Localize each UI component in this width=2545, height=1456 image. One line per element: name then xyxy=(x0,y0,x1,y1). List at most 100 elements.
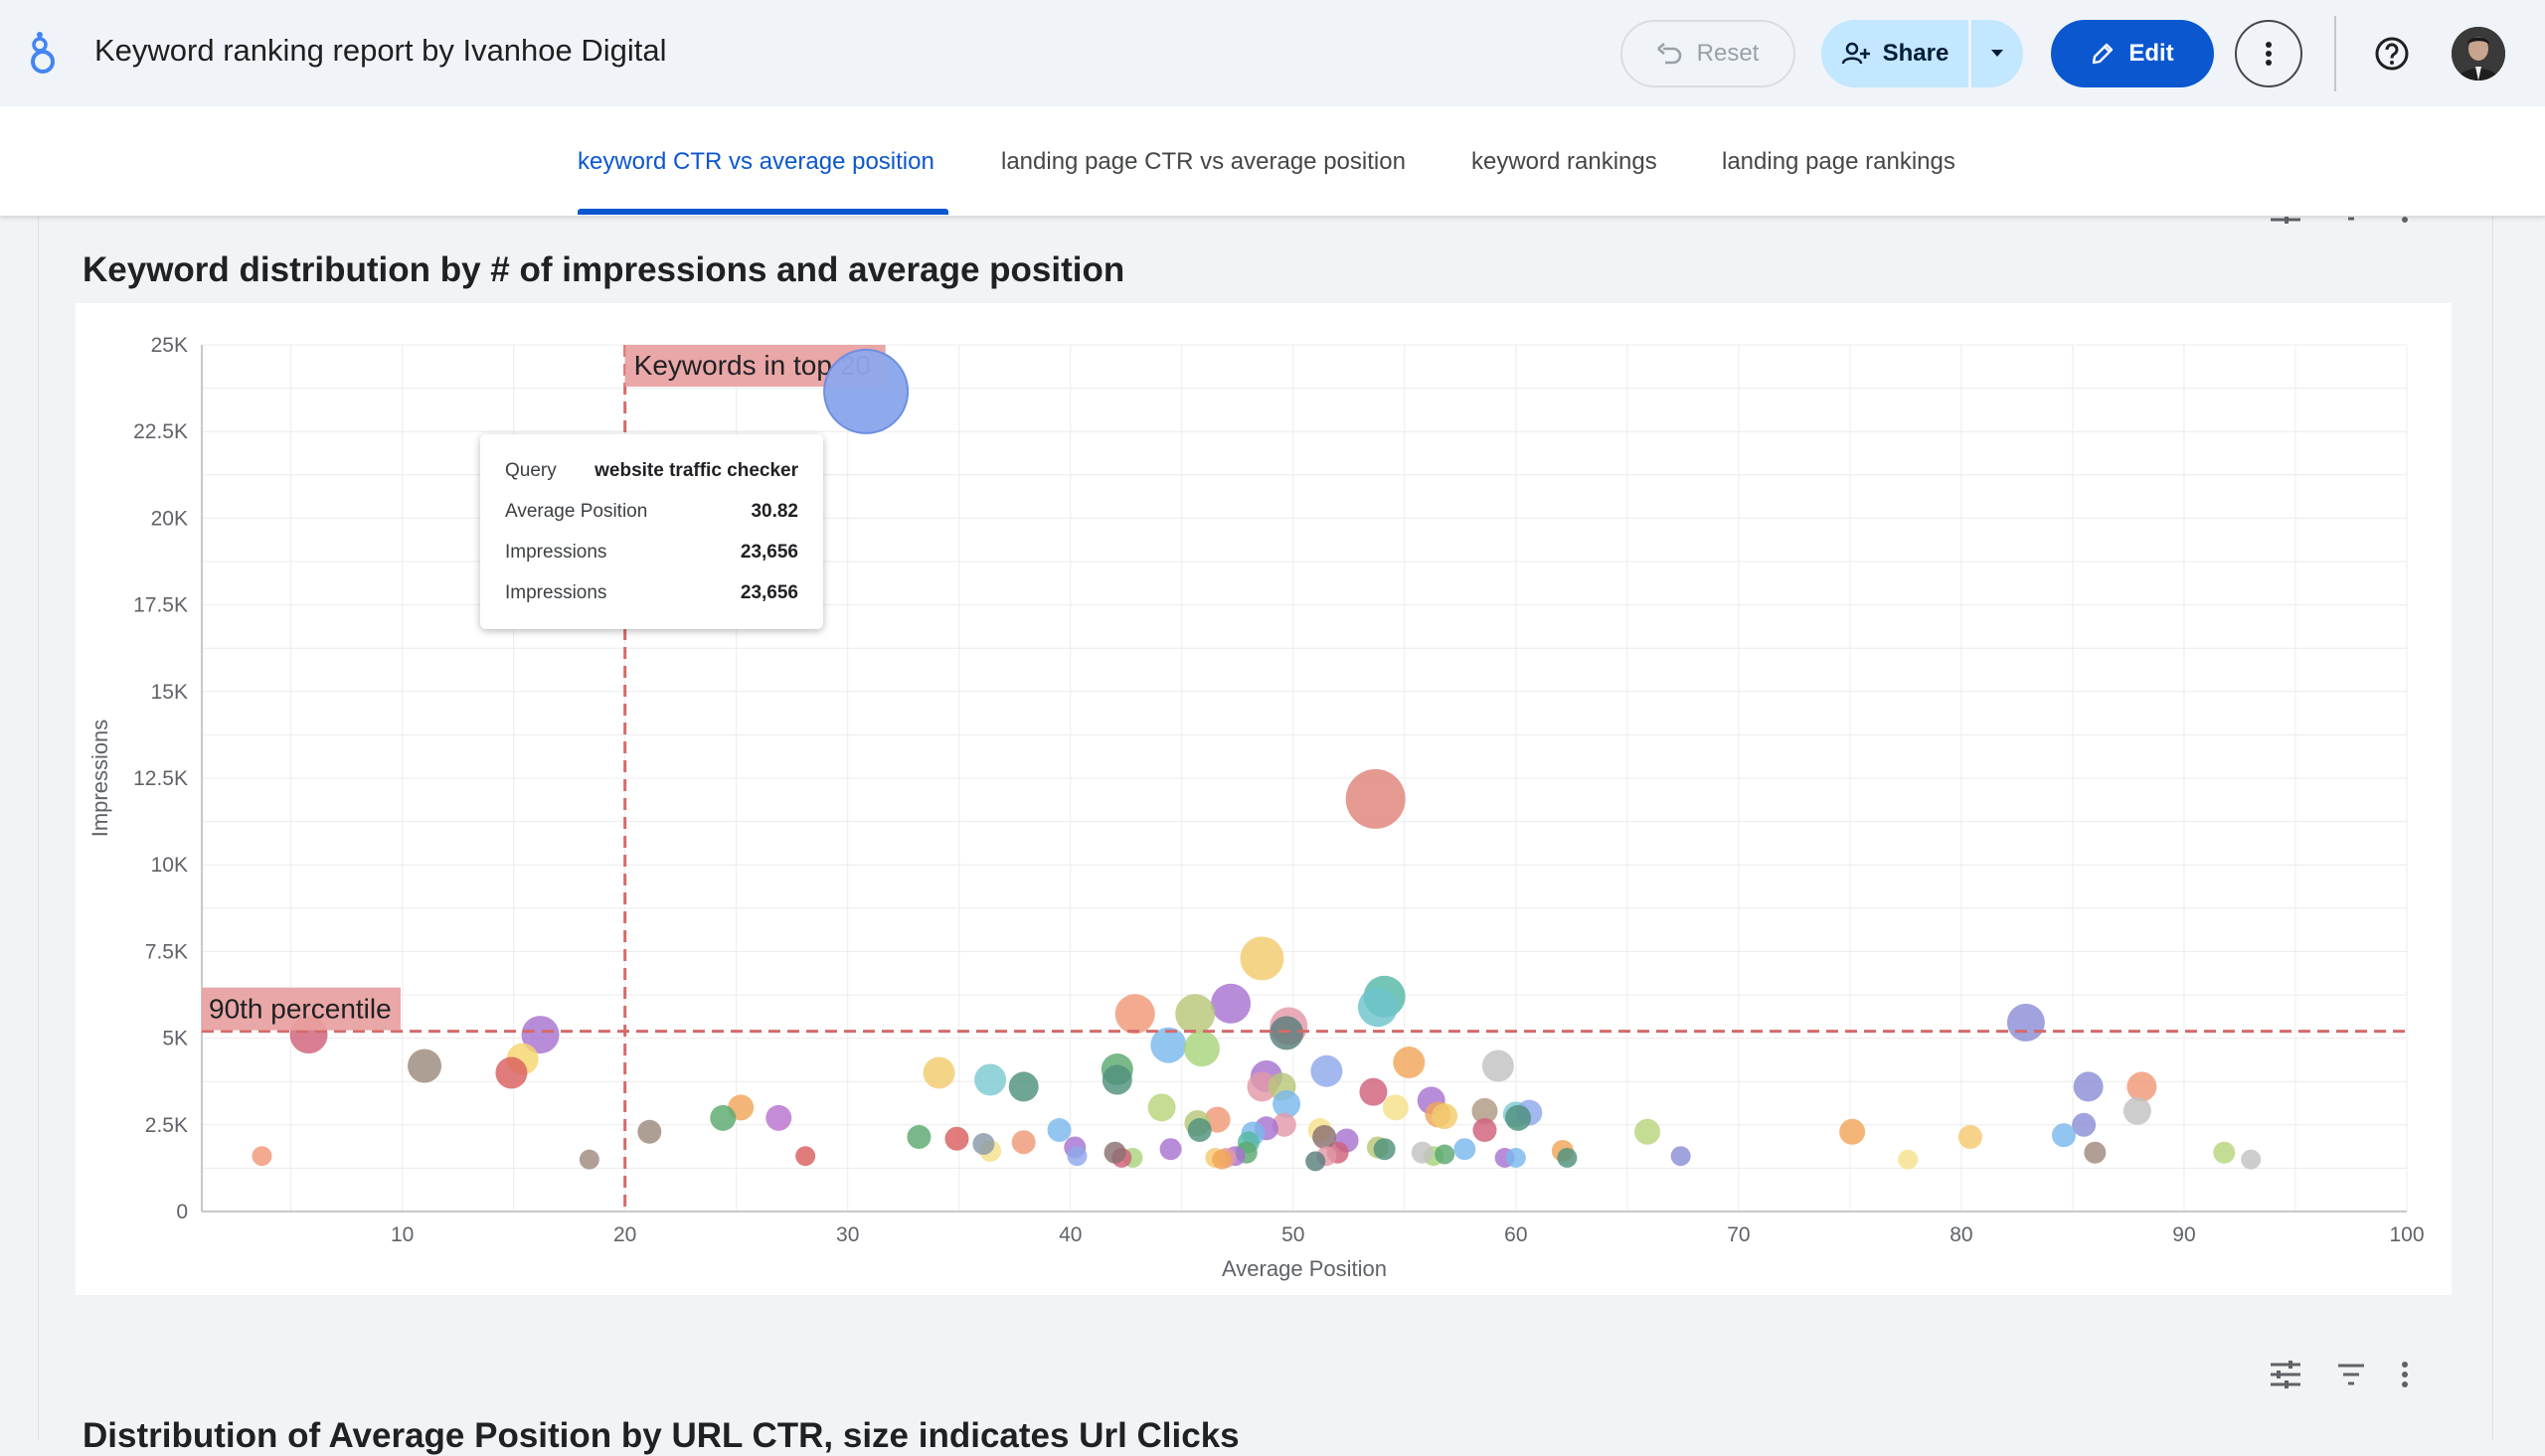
x-tick-label: 10 xyxy=(391,1223,414,1246)
tab-landing-page-rankings[interactable]: landing page rankings xyxy=(1722,148,1955,175)
bubble-point[interactable] xyxy=(1175,994,1216,1035)
bubble-point[interactable] xyxy=(1472,1118,1497,1143)
tooltip-value: 23,656 xyxy=(740,582,798,603)
bubble-point[interactable] xyxy=(1411,1141,1434,1164)
bubble-point[interactable] xyxy=(1557,1147,1578,1168)
bubble-point[interactable] xyxy=(1432,1103,1458,1130)
bubble-point[interactable] xyxy=(1047,1118,1072,1143)
bubble-point[interactable] xyxy=(765,1104,792,1131)
bubble-point[interactable] xyxy=(1305,1151,1326,1172)
bubble-point[interactable] xyxy=(579,1149,599,1170)
bubble-point[interactable] xyxy=(1481,1050,1514,1082)
bubble-point[interactable] xyxy=(495,1056,528,1089)
bubble-point[interactable] xyxy=(1373,1138,1396,1161)
bubble-point[interactable] xyxy=(1272,1112,1296,1137)
bubble-point[interactable] xyxy=(252,1146,272,1167)
bubble-point[interactable] xyxy=(1270,1016,1304,1051)
reset-button[interactable]: Reset xyxy=(1620,20,1795,87)
header-divider xyxy=(2334,16,2336,91)
scatter-chart-panel: 0 2.5K 5K 7.5K 10K 12.5K 15K 17.5K 20K 22.5K 25K 10… xyxy=(76,303,2452,1295)
avatar-image xyxy=(2452,27,2505,81)
bubble-point[interactable] xyxy=(907,1125,932,1150)
bubble-point[interactable] xyxy=(1204,1106,1231,1133)
bubble-point[interactable] xyxy=(1147,1093,1176,1122)
bubble-point[interactable] xyxy=(795,1146,816,1167)
bubble-point[interactable] xyxy=(408,1049,442,1083)
bubble-point[interactable] xyxy=(1505,1104,1532,1131)
tab-landing-page-ctr[interactable]: landing page CTR vs average position xyxy=(1001,148,1406,175)
add-person-icon xyxy=(1841,42,1870,65)
bubble-point[interactable] xyxy=(1150,1027,1187,1063)
y-tick-label: 15K xyxy=(151,681,188,704)
highlighted-bubble[interactable] xyxy=(823,348,910,434)
user-avatar[interactable] xyxy=(2452,27,2505,81)
bubble-point[interactable] xyxy=(1453,1138,1476,1161)
tooltip-value: website traffic checker xyxy=(594,460,798,481)
edit-button[interactable]: Edit xyxy=(2051,20,2214,87)
bubble-point[interactable] xyxy=(1505,1147,1526,1168)
bubble-point[interactable] xyxy=(1359,1077,1388,1106)
bubble-point[interactable] xyxy=(1103,1141,1126,1164)
bubble-point[interactable] xyxy=(1471,1097,1498,1124)
bubble-point[interactable] xyxy=(1312,1125,1337,1150)
bubble-point[interactable] xyxy=(2051,1123,2076,1148)
bubble-point[interactable] xyxy=(1067,1146,1088,1167)
more-options-button[interactable] xyxy=(2235,20,2302,87)
bubble-point[interactable] xyxy=(1310,1054,1343,1087)
bubble-point[interactable] xyxy=(1240,936,1284,981)
y-tick-label: 5K xyxy=(162,1028,188,1051)
bubble-point[interactable] xyxy=(2006,1003,2045,1042)
bubble-point[interactable] xyxy=(2073,1071,2104,1102)
x-tick-label: 90 xyxy=(2172,1223,2195,1246)
bubble-point[interactable] xyxy=(1008,1071,1039,1102)
bubble-point[interactable] xyxy=(1670,1146,1691,1167)
bubble-point[interactable] xyxy=(1393,1047,1426,1079)
bubble-point[interactable] xyxy=(2072,1112,2097,1137)
filter-icon[interactable] xyxy=(2336,1360,2366,1389)
bubble-point[interactable] xyxy=(1357,987,1398,1028)
bubble-point[interactable] xyxy=(1212,1149,1233,1170)
y-tick-label: 12.5K xyxy=(133,767,188,790)
bubble-point[interactable] xyxy=(710,1104,737,1131)
bubble-point[interactable] xyxy=(1898,1149,1919,1170)
bubble-point[interactable] xyxy=(2084,1141,2107,1164)
bubble-point[interactable] xyxy=(1435,1144,1455,1165)
logo-icon[interactable] xyxy=(26,31,66,77)
tab-keyword-ctr[interactable]: keyword CTR vs average position xyxy=(578,148,934,175)
tooltip-label: Impressions xyxy=(505,582,607,603)
y-tick-label: 10K xyxy=(151,854,188,877)
bubble-point[interactable] xyxy=(972,1132,995,1155)
tab-keyword-rankings[interactable]: keyword rankings xyxy=(1471,148,1657,175)
bubble-point[interactable] xyxy=(923,1056,955,1089)
bubble-point[interactable] xyxy=(944,1126,969,1151)
share-dropdown-button[interactable] xyxy=(1971,20,2023,87)
bubble-chart[interactable]: 0 2.5K 5K 7.5K 10K 12.5K 15K 17.5K 20K 22.5K 25K 10… xyxy=(76,303,2452,1295)
bubble-point[interactable] xyxy=(637,1119,662,1144)
help-icon[interactable] xyxy=(2368,30,2416,78)
bubble-point[interactable] xyxy=(1211,983,1252,1024)
more-vert-icon[interactable] xyxy=(2400,1360,2410,1389)
bubble-point[interactable] xyxy=(521,1016,560,1054)
tooltip-value: 23,656 xyxy=(740,542,798,563)
share-button[interactable]: Share xyxy=(1821,20,1968,87)
bubble-point[interactable] xyxy=(1247,1071,1277,1102)
bubble-point[interactable] xyxy=(1634,1118,1661,1145)
tune-icon[interactable] xyxy=(2269,1360,2302,1389)
bubble-point[interactable] xyxy=(1114,994,1155,1035)
bubble-point[interactable] xyxy=(2241,1149,2262,1170)
bubble-point[interactable] xyxy=(2213,1141,2236,1164)
bubble-point[interactable] xyxy=(1011,1130,1036,1155)
bubble-point[interactable] xyxy=(1382,1094,1409,1121)
bubble-point[interactable] xyxy=(2122,1096,2151,1125)
bubble-point[interactable] xyxy=(2126,1071,2157,1102)
bubble-point[interactable] xyxy=(1272,1089,1301,1118)
bubble-point[interactable] xyxy=(1187,1118,1212,1143)
bubble-point[interactable] xyxy=(974,1063,1007,1096)
bubble-point[interactable] xyxy=(1839,1118,1866,1145)
bubble-point[interactable] xyxy=(1159,1138,1182,1161)
bubble-point[interactable] xyxy=(1102,1064,1132,1095)
more-vert-icon xyxy=(2266,42,2272,66)
bubble-point[interactable] xyxy=(1957,1125,1982,1150)
bubble-point[interactable] xyxy=(1183,1031,1220,1067)
bubble-point[interactable] xyxy=(1345,768,1406,829)
